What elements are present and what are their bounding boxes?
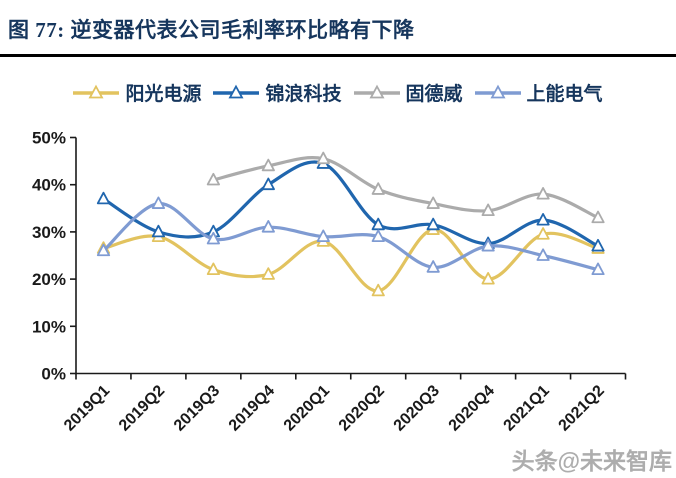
x-axis-tick-label: 2019Q1: [61, 382, 113, 434]
series-line-2: [211, 156, 600, 220]
series-marker: [151, 224, 166, 238]
series-marker: [206, 231, 220, 245]
chart-legend: 阳光电源 锦浪科技 固德威 上能电气: [0, 79, 676, 105]
x-axis-tick-label: 2020Q1: [281, 382, 333, 434]
series-marker: [261, 220, 275, 233]
series-marker: [261, 158, 275, 172]
series-marker: [536, 248, 550, 261]
legend-line-marker-icon: [474, 84, 521, 99]
legend-label: 阳光电源: [125, 83, 202, 105]
legend-item-0: 阳光电源: [73, 79, 201, 106]
x-axis-tick-label: 2019Q2: [116, 382, 168, 434]
series-marker: [481, 203, 495, 217]
series-marker: [591, 238, 605, 252]
figure-title: 图 77: 逆变器代表公司毛利率环比略有下降: [8, 18, 415, 42]
legend-item-3: 上能电气: [474, 79, 603, 106]
x-axis-tick-label: 2021Q2: [556, 382, 608, 434]
x-axis-tick-label: 2021Q1: [501, 382, 553, 434]
series-marker: [316, 229, 330, 243]
legend-triangle-icon: [489, 84, 506, 99]
x-axis-tick-label: 2020Q2: [336, 382, 388, 434]
series-marker: [206, 262, 220, 276]
legend-item-1: 锦浪科技: [213, 79, 342, 106]
series-marker: [426, 217, 440, 231]
legend-line-marker-icon: [353, 84, 400, 99]
series-marker: [316, 151, 330, 165]
series-marker: [261, 267, 275, 280]
series-marker: [371, 182, 385, 195]
x-axis-tick-label: 2020Q4: [446, 382, 498, 434]
series-marker: [151, 196, 166, 209]
y-axis-tick-label: 10%: [32, 317, 66, 336]
series-marker: [371, 229, 385, 243]
legend-triangle-icon: [88, 84, 104, 99]
legend-label: 固德威: [405, 83, 463, 105]
series-marker: [371, 217, 385, 231]
legend-label: 锦浪科技: [265, 83, 342, 105]
series-marker: [591, 210, 605, 224]
series-marker: [96, 191, 111, 205]
series-line-1: [101, 160, 600, 248]
series-marker: [481, 238, 495, 252]
series-marker: [536, 187, 550, 200]
series-marker: [426, 196, 440, 209]
x-axis-tick-label: 2019Q4: [226, 382, 278, 434]
legend-triangle-icon: [228, 84, 245, 99]
x-axis-tick-label: 2020Q3: [391, 382, 443, 434]
series-marker: [371, 283, 385, 297]
watermark-text: 头条@未来智库: [511, 448, 672, 474]
legend-line-marker-icon: [73, 84, 120, 99]
title-divider: [0, 54, 676, 57]
legend-line-marker-icon: [213, 84, 260, 99]
legend-label: 上能电气: [526, 83, 603, 105]
series-line-3: [101, 202, 600, 272]
series-marker: [261, 177, 275, 191]
series-marker: [536, 213, 550, 226]
series-marker: [591, 262, 605, 276]
y-axis-tick-label: 0%: [41, 365, 66, 384]
series-marker: [426, 260, 440, 273]
series-line-0: [101, 227, 600, 293]
y-axis-tick-label: 50%: [32, 129, 66, 148]
series-marker: [481, 272, 495, 285]
y-axis-tick-label: 20%: [32, 270, 66, 289]
y-axis-tick-label: 40%: [32, 176, 66, 195]
series-marker: [96, 243, 111, 257]
series-marker: [536, 227, 550, 240]
legend-item-2: 固德威: [353, 79, 463, 106]
series-marker: [206, 172, 220, 186]
legend-triangle-icon: [368, 84, 385, 99]
y-axis-tick-label: 30%: [32, 223, 66, 242]
x-axis-tick-label: 2019Q3: [171, 382, 223, 434]
